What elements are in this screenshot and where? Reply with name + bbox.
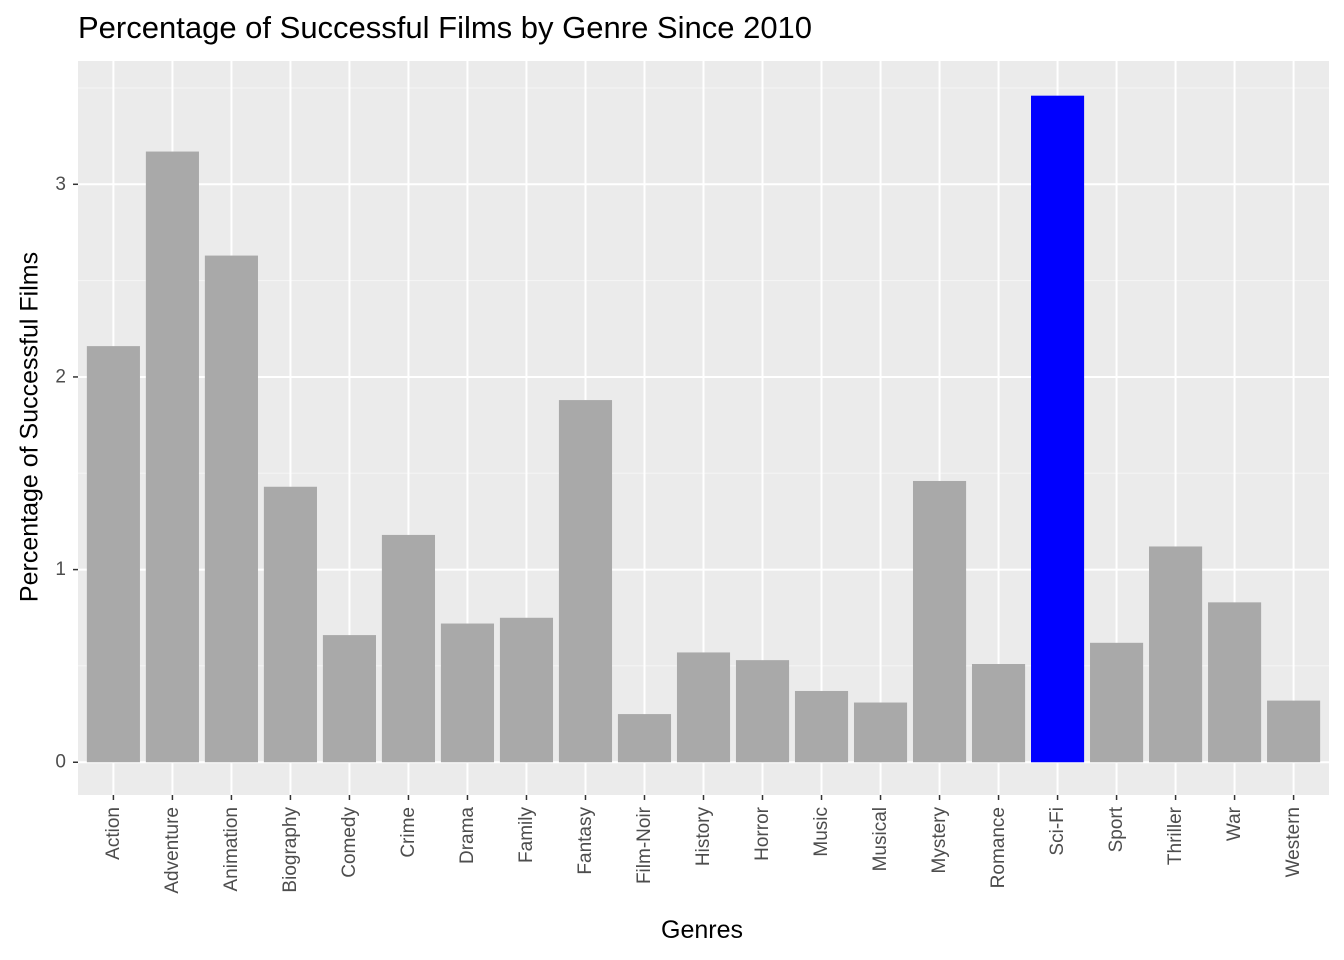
x-tick-label-animation: Animation	[221, 807, 242, 892]
x-tick-label-comedy: Comedy	[339, 807, 360, 878]
bar-adventure	[145, 151, 199, 763]
bar-drama	[440, 623, 495, 763]
x-tick-label-film-noir: Film-Noir	[634, 806, 655, 884]
bar-romance	[971, 663, 1026, 763]
x-tick-label-biography: Biography	[280, 807, 301, 893]
bar-comedy	[322, 635, 376, 763]
bar-sport	[1090, 642, 1144, 763]
x-tick-label-fantasy: Fantasy	[575, 807, 596, 875]
x-tick-label-family: Family	[516, 807, 537, 863]
x-tick-label-horror: Horror	[752, 806, 773, 861]
x-axis-title: Genres	[661, 916, 743, 944]
y-tick-label: 0	[55, 752, 66, 773]
bar-family	[499, 617, 554, 763]
x-tick-label-thriller: Thriller	[1165, 806, 1186, 865]
x-tick-label-action: Action	[103, 807, 124, 860]
bar-musical	[853, 702, 908, 763]
chart-title: Percentage of Successful Films by Genre …	[78, 10, 813, 45]
x-tick-label-sport: Sport	[1106, 806, 1127, 852]
bar-western	[1267, 700, 1321, 763]
bar-action	[86, 346, 140, 763]
x-tick-label-western: Western	[1283, 807, 1304, 877]
x-tick-label-drama: Drama	[457, 807, 478, 864]
bar-crime	[381, 534, 436, 763]
x-tick-label-war: War	[1224, 806, 1245, 841]
bar-fantasy	[558, 400, 613, 763]
bar-war	[1208, 602, 1262, 763]
bar-film-noir	[617, 714, 672, 763]
x-tick-label-sci-fi: Sci-Fi	[1047, 807, 1068, 856]
y-tick-label: 1	[55, 559, 66, 580]
bar-history	[676, 652, 731, 763]
bar-sci-fi	[1031, 95, 1085, 763]
bar-animation	[204, 255, 258, 763]
y-tick-label: 2	[55, 366, 66, 387]
x-tick-label-mystery: Mystery	[929, 807, 950, 874]
x-tick-label-music: Music	[811, 807, 832, 857]
bar-biography	[263, 486, 317, 763]
x-tick-label-crime: Crime	[398, 807, 419, 858]
y-axis: 0 1 2 3	[55, 174, 78, 773]
x-tick-label-history: History	[693, 807, 714, 867]
bars	[86, 95, 1321, 763]
x-tick-label-adventure: Adventure	[162, 807, 183, 894]
bar-thriller	[1149, 546, 1203, 763]
bar-mystery	[912, 480, 967, 763]
x-tick-label-romance: Romance	[988, 807, 1009, 888]
x-axis: Action Adventure Animation Biography Comedy C…	[103, 795, 1304, 894]
y-tick-label: 3	[55, 174, 66, 195]
x-tick-label-musical: Musical	[870, 807, 891, 871]
bar-music	[794, 690, 849, 763]
bar-horror	[735, 660, 790, 763]
